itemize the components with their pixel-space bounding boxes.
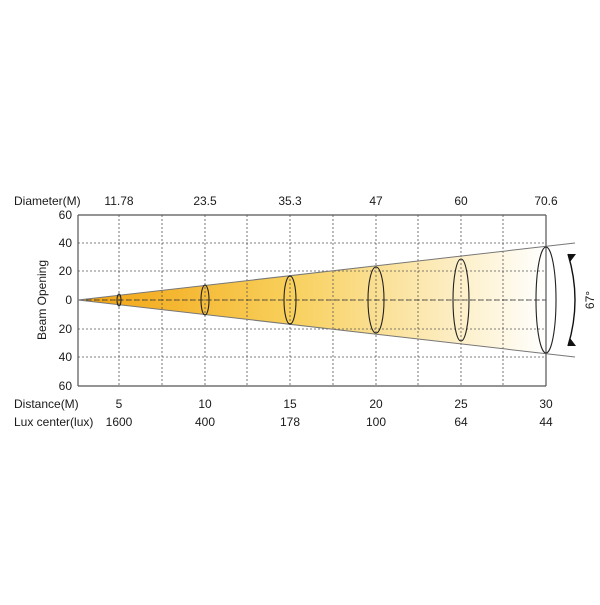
diameter-value: 11.78 (104, 194, 133, 208)
distance-value: 25 (454, 397, 468, 411)
y-tick-label: 20 (59, 322, 73, 336)
beam-opening-label: Beam Opening (35, 260, 49, 340)
diameter-value: 23.5 (193, 194, 217, 208)
diameter-value: 60 (454, 194, 468, 208)
diameter-value: 70.6 (534, 194, 558, 208)
beam-cross-section-ellipse (535, 246, 557, 354)
beam-cross-sections (116, 246, 557, 354)
angle-label: 67° (583, 291, 597, 309)
y-tick-label: 60 (59, 208, 73, 222)
lux-value: 100 (366, 415, 386, 429)
y-tick-label: 20 (59, 264, 73, 278)
distance-value: 30 (539, 397, 553, 411)
y-tick-label: 0 (65, 293, 72, 307)
distance-value: 20 (369, 397, 383, 411)
distance-value: 10 (198, 397, 212, 411)
distance-label: Distance(M) (14, 397, 79, 411)
column-labels: 11.78 5 1600 23.5 10 400 35.3 15 178 47 20 100 60 25 6… (104, 194, 558, 429)
lux-value: 178 (280, 415, 300, 429)
beam-edge-top (77, 242, 576, 301)
lux-value: 1600 (106, 415, 133, 429)
lux-value: 44 (539, 415, 553, 429)
grid (77, 214, 547, 387)
y-tick-label: 40 (59, 350, 73, 364)
y-tick-labels: 60 40 20 0 20 40 60 (59, 208, 73, 393)
lux-label: Lux center(lux) (14, 415, 93, 429)
beam-cross-section-ellipse (367, 266, 385, 334)
lux-value: 400 (195, 415, 215, 429)
angle-arrow-top (568, 254, 576, 262)
distance-value: 15 (283, 397, 297, 411)
angle-arc (567, 253, 576, 347)
angle-arrow-bottom (568, 338, 576, 346)
beam-cross-section-ellipse (200, 284, 210, 316)
beam-cross-section-ellipse (116, 293, 122, 307)
distance-value: 5 (116, 397, 123, 411)
y-tick-label: 60 (59, 379, 73, 393)
lux-value: 64 (454, 415, 468, 429)
beam-cross-section-ellipse (283, 275, 297, 325)
beam-cross-section-ellipse (452, 258, 470, 342)
diameter-label: Diameter(M) (14, 194, 81, 208)
beam-edge-bottom (77, 299, 576, 358)
diameter-value: 47 (369, 194, 383, 208)
diameter-value: 35.3 (278, 194, 302, 208)
y-tick-label: 40 (59, 236, 73, 250)
